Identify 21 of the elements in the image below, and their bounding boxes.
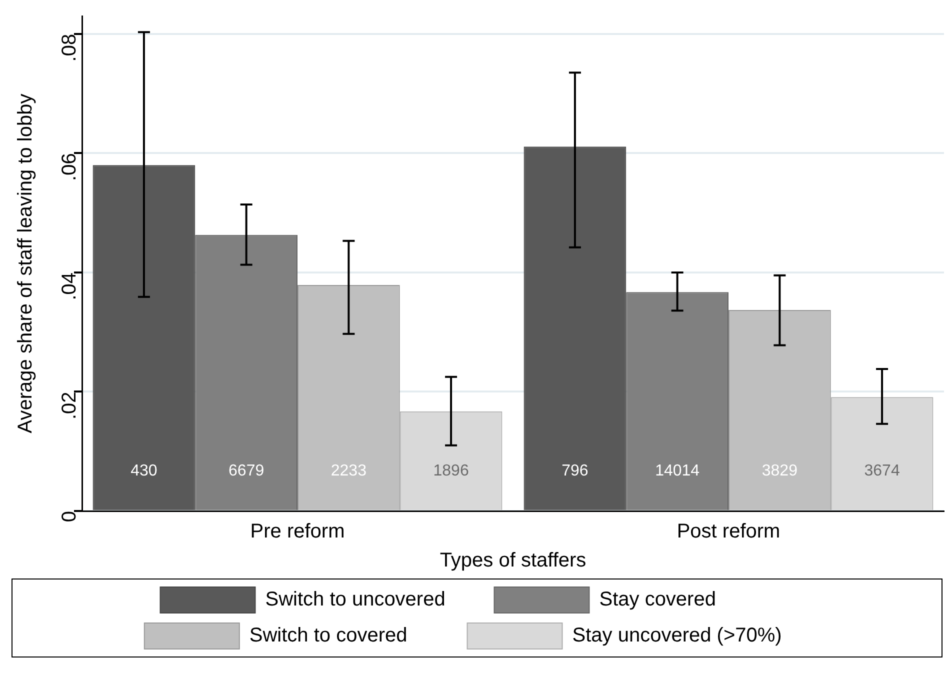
- annotation: 2233: [330, 462, 367, 480]
- legend-label: Stay covered: [599, 588, 794, 611]
- annotation: 1896: [433, 462, 469, 480]
- annotation: 14014: [655, 462, 700, 480]
- annotation: 430: [130, 462, 158, 480]
- y-axis-title: Average share of staff leaving to lobby: [14, 94, 37, 434]
- y-tick-label: .06: [58, 153, 81, 181]
- annotation: 3829: [762, 462, 798, 480]
- y-tick-label: .02: [58, 392, 81, 420]
- legend-label: Stay uncovered (>70%): [572, 624, 810, 647]
- y-tick-label: .08: [58, 34, 81, 62]
- x-tick-label: Post reform: [676, 520, 780, 543]
- annotation: 796: [562, 462, 588, 480]
- legend-label: Switch to covered: [249, 624, 458, 647]
- y-tick-label: .04: [58, 272, 81, 300]
- x-tick-label: Pre reform: [250, 520, 345, 543]
- x-axis-title: Types of staffers: [440, 550, 586, 572]
- annotation: 3674: [864, 462, 900, 480]
- legend-label: Switch to uncovered: [265, 588, 484, 611]
- y-tick-label: 0: [58, 511, 81, 522]
- annotation: 6679: [228, 462, 264, 480]
